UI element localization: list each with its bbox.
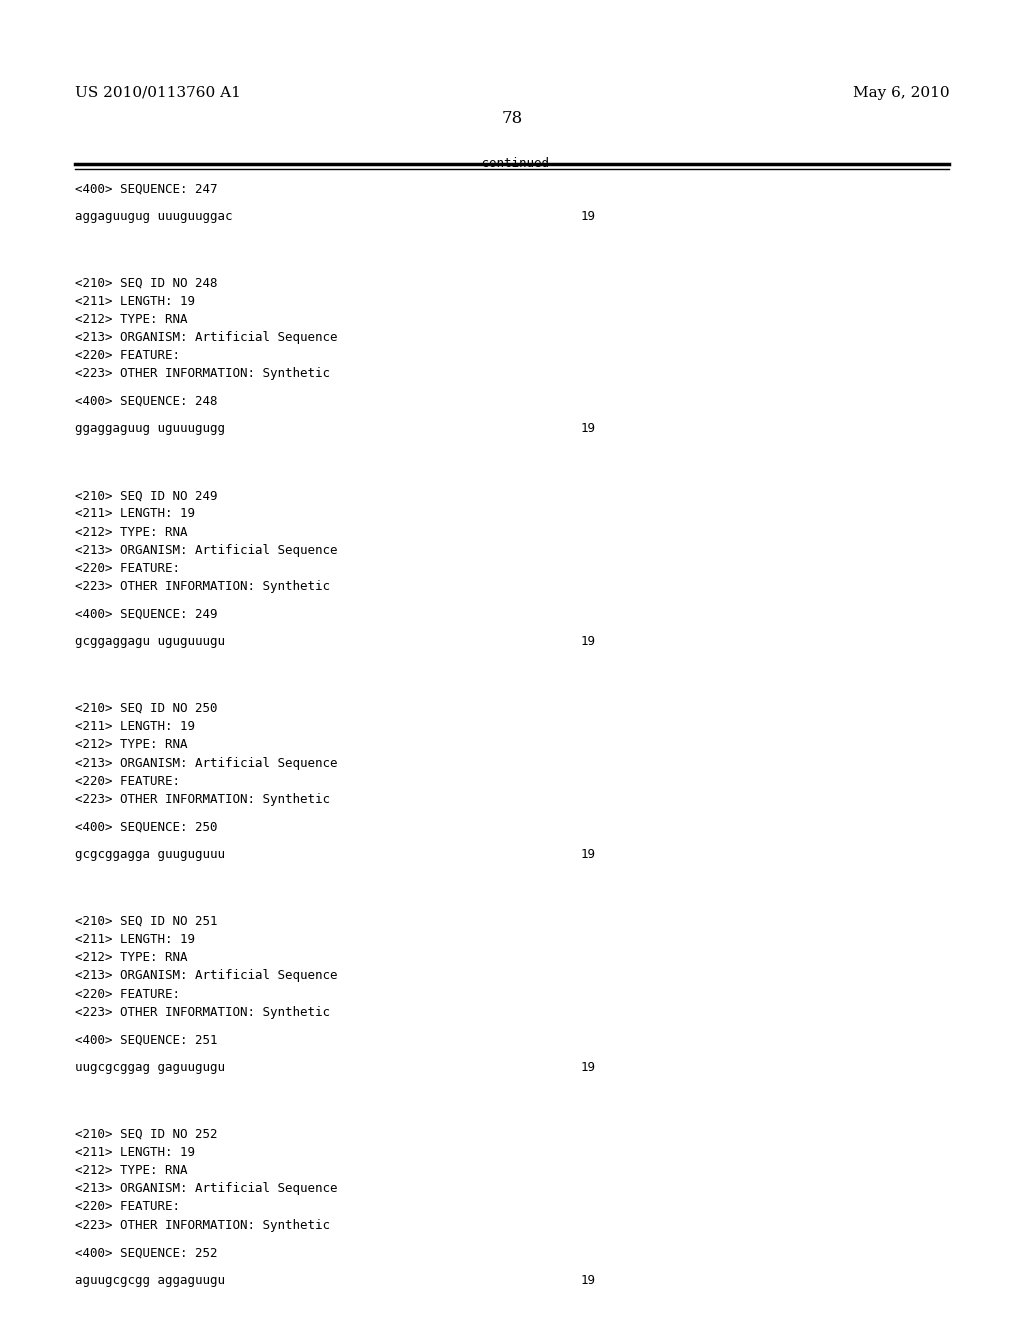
Text: aguugcgcgg aggaguugu: aguugcgcgg aggaguugu (75, 1274, 224, 1287)
Text: <220> FEATURE:: <220> FEATURE: (75, 1200, 180, 1213)
Text: <212> TYPE: RNA: <212> TYPE: RNA (75, 313, 187, 326)
Text: <210> SEQ ID NO 248: <210> SEQ ID NO 248 (75, 276, 217, 289)
Text: <220> FEATURE:: <220> FEATURE: (75, 775, 180, 788)
Text: ggaggaguug uguuugugg: ggaggaguug uguuugugg (75, 422, 224, 436)
Text: <210> SEQ ID NO 250: <210> SEQ ID NO 250 (75, 702, 217, 715)
Text: gcggaggagu uguguuugu: gcggaggagu uguguuugu (75, 635, 224, 648)
Text: <400> SEQUENCE: 251: <400> SEQUENCE: 251 (75, 1034, 217, 1047)
Text: aggaguugug uuuguuggac: aggaguugug uuuguuggac (75, 210, 232, 223)
Text: <223> OTHER INFORMATION: Synthetic: <223> OTHER INFORMATION: Synthetic (75, 581, 330, 593)
Text: <223> OTHER INFORMATION: Synthetic: <223> OTHER INFORMATION: Synthetic (75, 1006, 330, 1019)
Text: <223> OTHER INFORMATION: Synthetic: <223> OTHER INFORMATION: Synthetic (75, 1218, 330, 1232)
Text: <211> LENGTH: 19: <211> LENGTH: 19 (75, 933, 195, 946)
Text: <211> LENGTH: 19: <211> LENGTH: 19 (75, 507, 195, 520)
Text: <220> FEATURE:: <220> FEATURE: (75, 987, 180, 1001)
Text: <213> ORGANISM: Artificial Sequence: <213> ORGANISM: Artificial Sequence (75, 969, 337, 982)
Text: 19: 19 (581, 422, 596, 436)
Text: <211> LENGTH: 19: <211> LENGTH: 19 (75, 294, 195, 308)
Text: <213> ORGANISM: Artificial Sequence: <213> ORGANISM: Artificial Sequence (75, 331, 337, 345)
Text: May 6, 2010: May 6, 2010 (853, 86, 949, 100)
Text: 78: 78 (502, 110, 522, 127)
Text: uugcgcggag gaguugugu: uugcgcggag gaguugugu (75, 1061, 224, 1073)
Text: US 2010/0113760 A1: US 2010/0113760 A1 (75, 86, 241, 100)
Text: 19: 19 (581, 847, 596, 861)
Text: <210> SEQ ID NO 251: <210> SEQ ID NO 251 (75, 915, 217, 928)
Text: 19: 19 (581, 635, 596, 648)
Text: <223> OTHER INFORMATION: Synthetic: <223> OTHER INFORMATION: Synthetic (75, 793, 330, 807)
Text: <213> ORGANISM: Artificial Sequence: <213> ORGANISM: Artificial Sequence (75, 544, 337, 557)
Text: <211> LENGTH: 19: <211> LENGTH: 19 (75, 721, 195, 733)
Text: <210> SEQ ID NO 249: <210> SEQ ID NO 249 (75, 490, 217, 502)
Text: 19: 19 (581, 210, 596, 223)
Text: <210> SEQ ID NO 252: <210> SEQ ID NO 252 (75, 1127, 217, 1140)
Text: <400> SEQUENCE: 247: <400> SEQUENCE: 247 (75, 182, 217, 195)
Text: -continued: -continued (474, 157, 550, 170)
Text: <213> ORGANISM: Artificial Sequence: <213> ORGANISM: Artificial Sequence (75, 1183, 337, 1195)
Text: <400> SEQUENCE: 252: <400> SEQUENCE: 252 (75, 1246, 217, 1259)
Text: 19: 19 (581, 1061, 596, 1073)
Text: <400> SEQUENCE: 250: <400> SEQUENCE: 250 (75, 821, 217, 833)
Text: gcgcggagga guuguguuu: gcgcggagga guuguguuu (75, 847, 224, 861)
Text: <400> SEQUENCE: 249: <400> SEQUENCE: 249 (75, 607, 217, 620)
Text: <212> TYPE: RNA: <212> TYPE: RNA (75, 738, 187, 751)
Text: <213> ORGANISM: Artificial Sequence: <213> ORGANISM: Artificial Sequence (75, 756, 337, 770)
Text: <400> SEQUENCE: 248: <400> SEQUENCE: 248 (75, 395, 217, 408)
Text: <220> FEATURE:: <220> FEATURE: (75, 350, 180, 362)
Text: <212> TYPE: RNA: <212> TYPE: RNA (75, 1164, 187, 1177)
Text: <220> FEATURE:: <220> FEATURE: (75, 562, 180, 576)
Text: <211> LENGTH: 19: <211> LENGTH: 19 (75, 1146, 195, 1159)
Text: 19: 19 (581, 1274, 596, 1287)
Text: <212> TYPE: RNA: <212> TYPE: RNA (75, 952, 187, 964)
Text: <212> TYPE: RNA: <212> TYPE: RNA (75, 525, 187, 539)
Text: <223> OTHER INFORMATION: Synthetic: <223> OTHER INFORMATION: Synthetic (75, 367, 330, 380)
